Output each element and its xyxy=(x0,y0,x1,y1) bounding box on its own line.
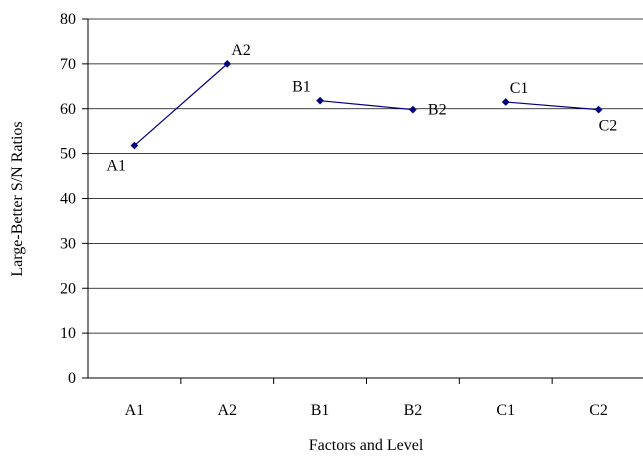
x-tick-label: A1 xyxy=(125,402,145,419)
point-label: C1 xyxy=(510,80,529,97)
point-label: B2 xyxy=(428,102,447,119)
data-point xyxy=(223,59,232,68)
series-line xyxy=(505,101,599,111)
y-tick-label: 30 xyxy=(60,235,76,252)
point-label: B1 xyxy=(292,79,311,96)
x-tick-label: B2 xyxy=(404,402,423,419)
data-point xyxy=(316,96,325,105)
axes: 0 10 20 30 40 50 60 70 80 A1 A2 B1 B2 C1 C2 xyxy=(60,11,643,419)
x-tick-label: C1 xyxy=(496,402,515,419)
data-point xyxy=(130,141,139,150)
y-tick-label: 20 xyxy=(60,280,76,297)
y-tick-label: 80 xyxy=(60,11,76,28)
y-tick-label: 0 xyxy=(68,370,76,387)
gridlines xyxy=(88,18,643,334)
x-tick-label: B1 xyxy=(311,402,330,419)
point-label: C2 xyxy=(599,118,618,135)
series-line xyxy=(134,63,228,146)
data-point xyxy=(501,98,510,106)
y-tick-label: 50 xyxy=(60,146,76,163)
y-tick-label: 60 xyxy=(60,101,76,118)
point-labels: A1 A2 B1 B2 C1 C2 xyxy=(106,42,617,175)
series xyxy=(130,59,603,150)
y-tick-label: 40 xyxy=(60,191,76,208)
data-point xyxy=(594,105,603,114)
x-tick-label: C2 xyxy=(589,402,608,419)
y-tick-label: 10 xyxy=(60,325,76,342)
x-tick-label: A2 xyxy=(217,402,237,419)
y-axis-title: Large-Better S/N Ratios xyxy=(9,121,26,276)
y-tick-label: 70 xyxy=(60,56,76,73)
point-label: A2 xyxy=(231,42,251,59)
data-point xyxy=(408,105,417,114)
x-axis-title: Factors and Level xyxy=(309,437,424,454)
point-label: A1 xyxy=(106,158,126,175)
series-line xyxy=(320,100,413,111)
